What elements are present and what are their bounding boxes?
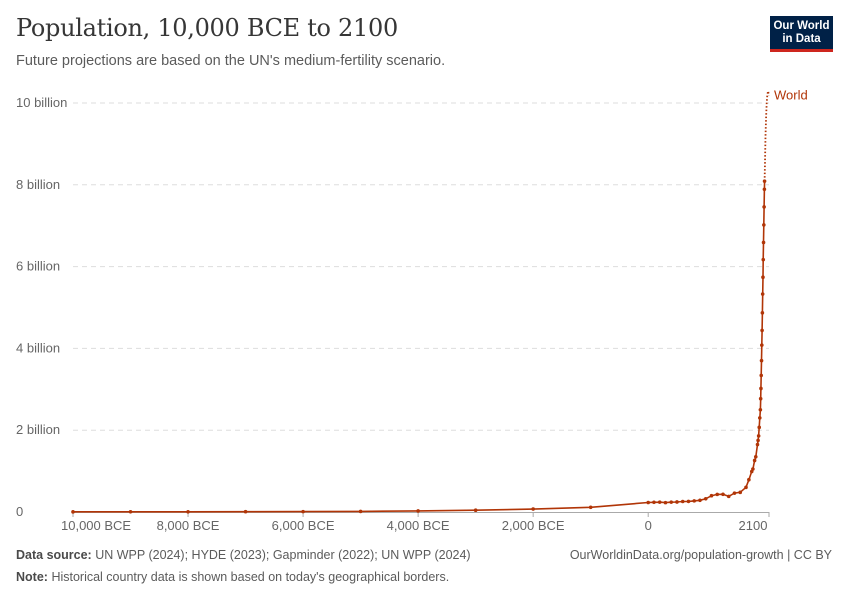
data-point bbox=[646, 500, 651, 505]
data-point bbox=[756, 434, 761, 438]
data-point bbox=[760, 343, 764, 347]
data-point bbox=[759, 386, 763, 391]
y-tick-label: 6 billion bbox=[16, 259, 60, 274]
data-point bbox=[756, 438, 760, 443]
data-point bbox=[738, 490, 743, 495]
data-point bbox=[762, 179, 767, 183]
data-point bbox=[732, 491, 737, 495]
data-point bbox=[692, 499, 697, 503]
source-text: UN WPP (2024); HYDE (2023); Gapminder (2… bbox=[95, 548, 471, 562]
data-point bbox=[762, 187, 767, 192]
data-point bbox=[760, 328, 764, 333]
data-point bbox=[757, 416, 762, 420]
data-point bbox=[657, 500, 662, 504]
data-point bbox=[759, 358, 764, 363]
data-point bbox=[709, 493, 714, 498]
y-tick-label: 10 billion bbox=[16, 95, 67, 110]
x-tick-label: 4,000 BCE bbox=[387, 518, 450, 533]
y-tick-label: 2 billion bbox=[16, 422, 60, 437]
data-point bbox=[301, 509, 305, 514]
data-point bbox=[726, 494, 731, 499]
historical-line bbox=[73, 181, 766, 513]
data-point bbox=[744, 485, 748, 490]
source-label: Data source: bbox=[16, 548, 92, 562]
data-point bbox=[652, 500, 656, 505]
note-text: Historical country data is shown based o… bbox=[51, 570, 450, 584]
x-tick-label: 0 bbox=[645, 518, 652, 533]
data-point bbox=[757, 425, 762, 430]
x-tick-label: 2100 bbox=[739, 518, 768, 533]
x-tick-label: 2,000 BCE bbox=[502, 518, 565, 533]
data-point bbox=[686, 499, 691, 504]
data-point bbox=[762, 205, 766, 209]
x-tick-label: 10,000 BCE bbox=[61, 518, 131, 533]
y-tick-label: 0 bbox=[16, 504, 23, 519]
data-point bbox=[128, 509, 133, 514]
data-point bbox=[761, 275, 765, 280]
data-point bbox=[761, 257, 766, 262]
data-point bbox=[669, 500, 674, 504]
series-label-world: World bbox=[774, 88, 808, 103]
data-point bbox=[758, 407, 763, 412]
y-tick-label: 8 billion bbox=[16, 177, 60, 192]
data-point bbox=[358, 509, 363, 514]
data-point bbox=[416, 509, 420, 513]
data-point bbox=[759, 373, 764, 378]
data-point bbox=[753, 454, 758, 459]
note-label: Note: bbox=[16, 570, 48, 584]
projection-line bbox=[763, 90, 770, 182]
data-point bbox=[752, 458, 757, 463]
chart-title: Population, 10,000 BCE to 2100 bbox=[16, 14, 398, 42]
data-point bbox=[243, 509, 248, 514]
data-point bbox=[721, 492, 725, 497]
source-url[interactable]: OurWorldinData.org/population-growth | C… bbox=[569, 548, 832, 562]
x-tick-label: 8,000 BCE bbox=[157, 518, 220, 533]
data-point bbox=[71, 510, 75, 514]
chart-subtitle: Future projections are based on the UN's… bbox=[16, 53, 446, 69]
data-point bbox=[751, 467, 755, 471]
data-point bbox=[715, 492, 720, 497]
data-point bbox=[703, 496, 708, 501]
data-point bbox=[698, 498, 702, 503]
y-tick-label: 4 billion bbox=[16, 340, 60, 355]
data-point bbox=[531, 507, 535, 511]
data-point bbox=[762, 223, 766, 227]
data-point bbox=[663, 500, 668, 505]
data-point bbox=[680, 499, 685, 504]
data-point bbox=[747, 477, 751, 482]
data-point bbox=[758, 396, 763, 401]
data-point bbox=[473, 508, 478, 513]
data-point bbox=[186, 509, 190, 514]
data-point bbox=[675, 500, 679, 504]
note: Note: Historical country data is shown b… bbox=[16, 570, 449, 584]
data-point bbox=[760, 311, 765, 315]
owid-logo[interactable]: Our World in Data bbox=[770, 16, 833, 52]
data-point bbox=[755, 442, 760, 447]
data-source: Data source: UN WPP (2024); HYDE (2023);… bbox=[16, 548, 471, 562]
data-point bbox=[588, 505, 593, 510]
data-point bbox=[761, 240, 766, 245]
data-point bbox=[760, 292, 765, 296]
x-tick-label: 6,000 BCE bbox=[272, 518, 335, 533]
